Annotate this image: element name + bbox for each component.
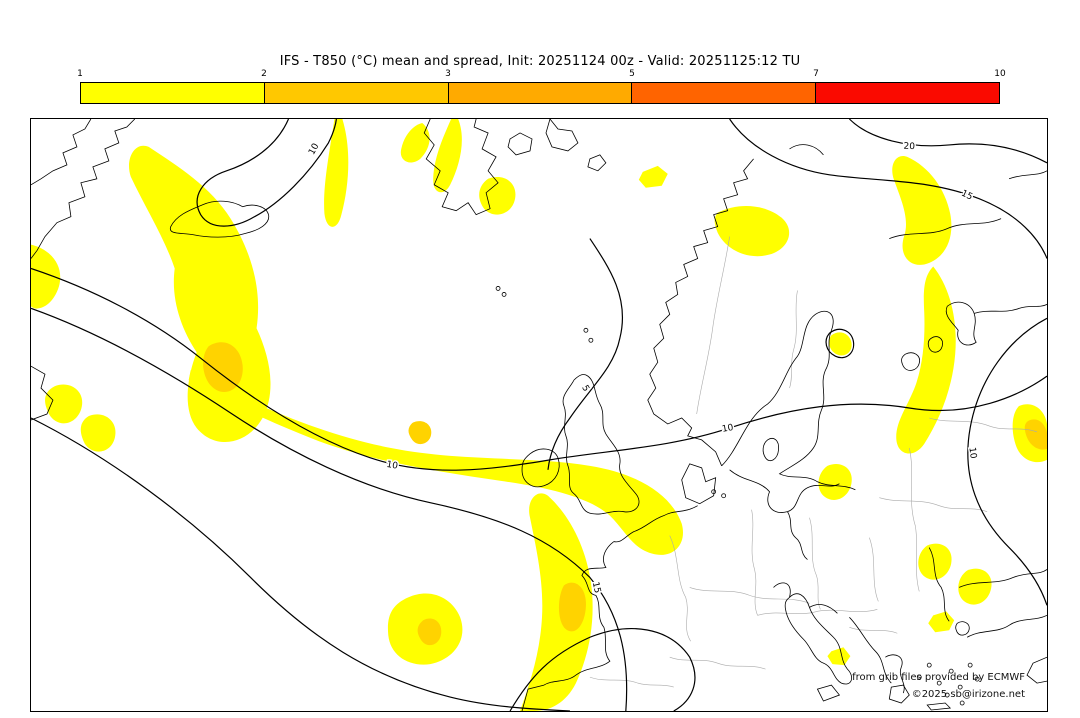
colorbar-segments xyxy=(80,82,1000,104)
colorbar-tick-label: 1 xyxy=(77,69,83,79)
colorbar-tick-label: 7 xyxy=(813,69,819,79)
contour-line xyxy=(825,328,855,359)
spread-blob xyxy=(918,543,952,580)
coastline-scandinavia xyxy=(647,158,754,466)
colorbar-segment xyxy=(81,83,265,103)
colorbar-tick-label: 3 xyxy=(445,69,451,79)
spread-blob xyxy=(45,384,83,424)
coastline-white-sea xyxy=(945,301,977,346)
attribution: from grib files provided by ECMWF ©2025 … xyxy=(852,670,1025,703)
spread-core xyxy=(417,618,442,646)
spread-blob xyxy=(818,463,852,500)
spread-blob xyxy=(714,205,790,257)
country-borders xyxy=(589,236,1038,688)
contour-label: 15 xyxy=(959,189,974,203)
spread-blob xyxy=(324,119,349,227)
contour-label: 10 xyxy=(721,423,734,435)
spread-blob xyxy=(638,165,668,188)
spread-blob xyxy=(479,177,516,215)
coastline-greenland xyxy=(31,119,136,259)
attribution-provider: from grib files provided by ECMWF xyxy=(852,672,1025,683)
colorbar-segment xyxy=(264,83,449,103)
coastline-iceland xyxy=(169,200,270,238)
spread-blob xyxy=(31,244,61,309)
contour-label: 10 xyxy=(307,142,321,157)
contour-line xyxy=(547,238,624,470)
coastline-great-britain xyxy=(562,374,640,515)
contour-line xyxy=(848,119,1047,164)
attribution-copyright: ©2025 sb@irizone.net xyxy=(911,688,1025,700)
spread-blob xyxy=(896,266,956,454)
coastline-greece xyxy=(885,654,905,694)
page-title: IFS - T850 (°C) mean and spread, Init: 2… xyxy=(279,54,801,69)
colorbar-ticks: 1 2 3 5 7 10 xyxy=(77,69,1006,82)
contour-label: 10 xyxy=(966,447,978,460)
spread-blob xyxy=(827,647,851,666)
contour-line xyxy=(509,628,696,711)
contour-line xyxy=(31,417,570,711)
colorbar-tick-label: 2 xyxy=(261,69,267,79)
spread-blob xyxy=(829,332,852,356)
colorbar-segment xyxy=(632,83,817,103)
spread-blob xyxy=(892,155,952,265)
spread-core xyxy=(408,421,432,445)
spread-core xyxy=(203,342,243,392)
spread-blob xyxy=(928,611,955,633)
spread-blob xyxy=(80,414,116,452)
colorbar-segment xyxy=(448,83,633,103)
spread-shading xyxy=(31,119,1047,711)
spread-blob xyxy=(958,568,992,605)
coastline-italy xyxy=(784,593,853,685)
colorbar: 1 2 3 5 7 10 xyxy=(77,69,1006,104)
colorbar-segment xyxy=(816,83,999,103)
colorbar-tick-label: 10 xyxy=(994,69,1006,79)
spread-core xyxy=(558,582,586,632)
contour-line xyxy=(196,119,337,227)
contour-label: 20 xyxy=(903,142,915,153)
coastline-denmark xyxy=(681,463,717,505)
spread-core xyxy=(1024,419,1047,450)
colorbar-tick-label: 5 xyxy=(629,69,635,79)
contour-line xyxy=(967,317,1047,606)
coastlines xyxy=(31,119,1047,711)
spread-shading-cores xyxy=(203,342,1047,646)
weather-map-svg: 10 10 10 15 20 15 10 5 xyxy=(31,119,1047,711)
map-panel: 10 10 10 15 20 15 10 5 from grib files p… xyxy=(30,118,1048,712)
contour-lines xyxy=(31,119,1047,711)
spread-blob xyxy=(188,370,683,555)
contour-label: 15 xyxy=(590,581,602,594)
contour-line xyxy=(31,307,628,711)
spread-blob xyxy=(400,122,430,163)
spread-blob xyxy=(520,493,593,711)
contour-line xyxy=(729,119,1047,259)
spread-blob xyxy=(433,119,462,193)
contour-label: 10 xyxy=(386,460,399,472)
